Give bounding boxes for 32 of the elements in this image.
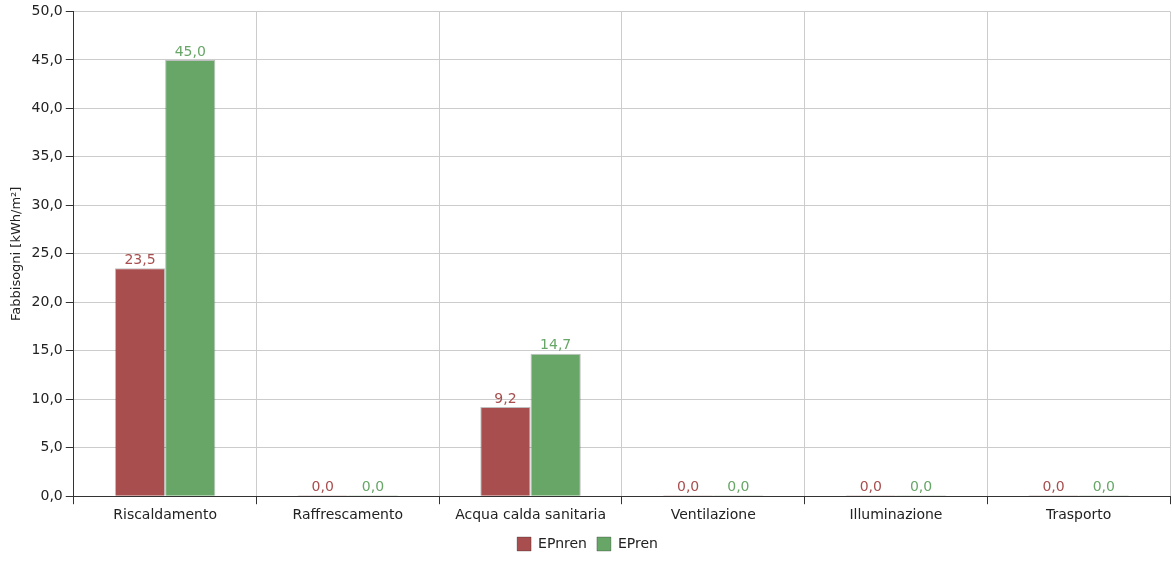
x-tick-label: Acqua calda sanitaria [455, 506, 606, 523]
data-label: 0,0 [1092, 477, 1115, 494]
y-tick-label: 45,0 [31, 50, 63, 67]
y-tick-label: 50,0 [31, 2, 63, 19]
y-tick-label: 0,0 [40, 486, 63, 503]
y-tick-label: 35,0 [31, 147, 63, 164]
x-tick-label: Raffrescamento [292, 506, 404, 523]
x-tick-label: Trasporto [1044, 506, 1112, 523]
x-tick-label: Ventilazione [670, 506, 756, 523]
y-tick-label: 25,0 [31, 244, 63, 261]
data-label: 0,0 [909, 477, 933, 494]
legend-label: EPnren [538, 534, 587, 551]
y-tick-label: 10,0 [31, 389, 63, 406]
data-label: 0,0 [311, 477, 334, 494]
data-label: 45,0 [174, 42, 206, 59]
x-tick-label: Riscaldamento [113, 506, 217, 523]
data-label: 0,0 [361, 477, 385, 494]
data-label: 9,2 [494, 389, 517, 406]
data-label: 14,7 [540, 336, 572, 353]
data-label: 0,0 [727, 477, 750, 494]
y-tick-label: 5,0 [40, 438, 63, 455]
y-tick-label: 30,0 [31, 195, 63, 212]
x-tick-label: Illuminazione [849, 506, 943, 523]
y-axis-title: Fabbisogni [kWh/m²] [8, 186, 24, 321]
y-tick-label: 15,0 [31, 341, 63, 358]
y-tick-label: 40,0 [31, 99, 63, 115]
data-label: 0,0 [1042, 477, 1065, 494]
data-label: 0,0 [676, 477, 700, 494]
y-tick-label: 20,0 [31, 292, 63, 309]
legend-label: EPren [617, 534, 658, 551]
data-label: 23,5 [124, 250, 156, 267]
data-label: 0,0 [859, 477, 882, 494]
